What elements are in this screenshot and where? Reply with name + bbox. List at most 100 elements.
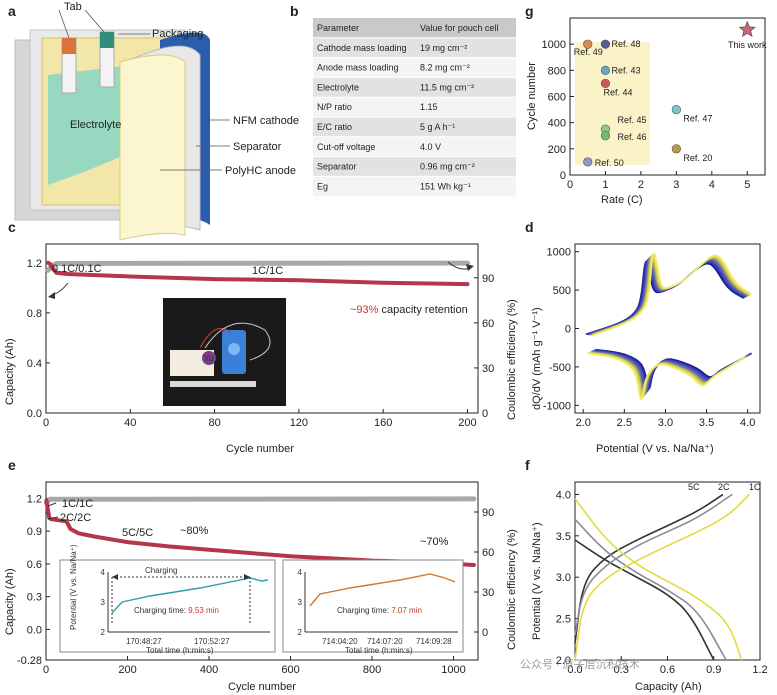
c-arrowhead-left <box>48 292 55 299</box>
x-tick-label: 0.0 <box>567 664 582 676</box>
x-tick-label: 160 <box>374 417 392 429</box>
x-tick-label: 2.5 <box>617 417 632 429</box>
y-tick-label: 400 <box>548 118 566 130</box>
y-tick-label: 600 <box>548 92 566 104</box>
e-label-2c: 2C/2C <box>60 512 91 524</box>
c-ylabel: Capacity (Ah) <box>4 338 16 405</box>
x-tick-label: 4 <box>709 179 715 191</box>
anode-sheet <box>119 54 186 241</box>
x-tick-label: 3 <box>673 179 679 191</box>
inset-1-time-value: 9.53 min <box>188 606 219 615</box>
x-tick-label: 400 <box>200 664 218 676</box>
d-ylabel: dQ/dV (mAh g⁻¹ V⁻¹) <box>531 307 543 410</box>
y-tick-label: 0 <box>560 170 566 182</box>
table-cell-value: 151 Wh kg⁻¹ <box>420 181 471 191</box>
x-tick-label: 0.9 <box>706 664 721 676</box>
electrolyte-label: Electrolyte <box>70 119 121 131</box>
x-tick-label: 0 <box>43 664 49 676</box>
tab-right <box>100 32 114 48</box>
x-tick-label: 200 <box>458 417 476 429</box>
table-row-bg <box>313 37 516 58</box>
voltage-charge-curve <box>574 493 733 636</box>
c-label-rate: 1C/1C <box>252 265 283 277</box>
rate-label: 2C <box>718 482 730 492</box>
table-cell-value: 1.15 <box>420 102 438 112</box>
d-xlabel: Potential (V vs. Na/Na⁺) <box>596 443 714 455</box>
voltage-charge-curve <box>574 493 724 644</box>
y-tick-label: 0.9 <box>27 526 42 538</box>
table-header-cell: Parameter <box>317 23 359 33</box>
table-row-bg <box>313 156 516 177</box>
photo-inset: Yu <box>163 298 286 406</box>
scatter-label: Ref. 47 <box>683 114 712 124</box>
c-y2label: Coulombic efficiency (%) <box>506 299 518 420</box>
c-retention: ~93% capacity retention <box>350 304 468 316</box>
y-tick-label: 0.3 <box>27 592 42 604</box>
x-tick-label: 800 <box>363 664 381 676</box>
scatter-point <box>583 39 593 49</box>
scatter-label: This work <box>728 40 767 50</box>
rate-label: 1C <box>749 482 761 492</box>
table-cell-param: E/C ratio <box>317 122 352 132</box>
y-tick-label: 2.5 <box>556 614 571 626</box>
g-ylabel: Cycle number <box>526 62 538 130</box>
panel-a: a Tab Packaging Electrolyte NFM cathode … <box>8 1 299 241</box>
inset-ytick-label: 2 <box>298 628 303 637</box>
inset-ytick-label: 4 <box>101 568 106 577</box>
y-tick-label: 3.5 <box>556 531 571 543</box>
x-tick-label: 600 <box>281 664 299 676</box>
highlight-box <box>575 42 650 165</box>
tab-pointer-2 <box>84 9 105 33</box>
x-tick-label: 200 <box>118 664 136 676</box>
inset-ytick-label: 4 <box>298 568 303 577</box>
inset-curve <box>309 573 456 607</box>
y-tick-label: 200 <box>548 144 566 156</box>
tab-label: Tab <box>64 1 82 13</box>
table-row-bg <box>313 77 516 98</box>
x-tick-label: 0.6 <box>660 664 675 676</box>
scatter-point <box>600 78 611 89</box>
table-cell-value: 8.2 mg cm⁻² <box>420 63 470 73</box>
panel-g-letter: g <box>525 3 534 19</box>
y-tick-label: 3.0 <box>556 572 571 584</box>
scatter-label: Ref. 43 <box>611 65 640 75</box>
e-pointer-2c <box>47 516 59 520</box>
capacity-series <box>46 260 470 287</box>
x-tick-label: 4.0 <box>740 417 755 429</box>
plot-frame <box>45 481 479 661</box>
inset-2-chart: 2 3 4 <box>298 568 458 637</box>
inset-1-arrowhead-right <box>244 574 250 580</box>
chart-c: 0 40 80 120 160 200 0.0 0.4 0.8 1.2 0 30 60 90 <box>27 243 494 429</box>
table-cell-param: Separator <box>317 162 357 172</box>
inset-1-chart: 2 3 4 <box>101 568 270 637</box>
x-tick-label: 5 <box>744 179 750 191</box>
y-tick-label: 4.0 <box>556 489 571 501</box>
y2-tick-label: 0 <box>482 627 488 639</box>
inset-1-xlabel: Total time (h:min:s) <box>146 646 214 655</box>
panel-f-letter: f <box>525 457 530 473</box>
tab-left <box>62 38 76 54</box>
e-label-80: ~80% <box>180 525 209 537</box>
y-tick-label: 0.0 <box>27 624 42 636</box>
inset-2-time-value: 7.07 min <box>391 606 422 615</box>
table-cell-param: N/P ratio <box>317 102 352 112</box>
ce-series <box>43 496 477 506</box>
y2-tick-label: 60 <box>482 547 494 559</box>
f-ylabel: Potential (V vs. Na/Na⁺) <box>531 522 543 640</box>
anode-label: PolyHC anode <box>225 165 296 177</box>
rate-label: 5C <box>688 482 700 492</box>
y-tick-label: 500 <box>553 285 571 297</box>
scatter-label: Ref. 45 <box>617 115 646 125</box>
photo-phone-screen <box>228 343 240 355</box>
panel-b-letter: b <box>290 3 299 19</box>
inset-2-xtick-1: 714:04:20 <box>322 637 358 646</box>
y-tick-label: 0.8 <box>27 308 42 320</box>
inset-1-charging: Charging <box>145 566 177 575</box>
table-row-bg <box>313 117 516 137</box>
scatter-label: Ref. 46 <box>617 132 646 142</box>
y-tick-label: 0 <box>565 324 571 336</box>
c-retention-text: capacity retention <box>378 304 467 316</box>
e-y2label: Coulombic efficiency (%) <box>506 529 518 650</box>
photo-logo-text: Yu <box>204 354 213 363</box>
inset-2: 2 3 4 Charging time: 7.07 min 714:04:20 71… <box>282 559 464 655</box>
